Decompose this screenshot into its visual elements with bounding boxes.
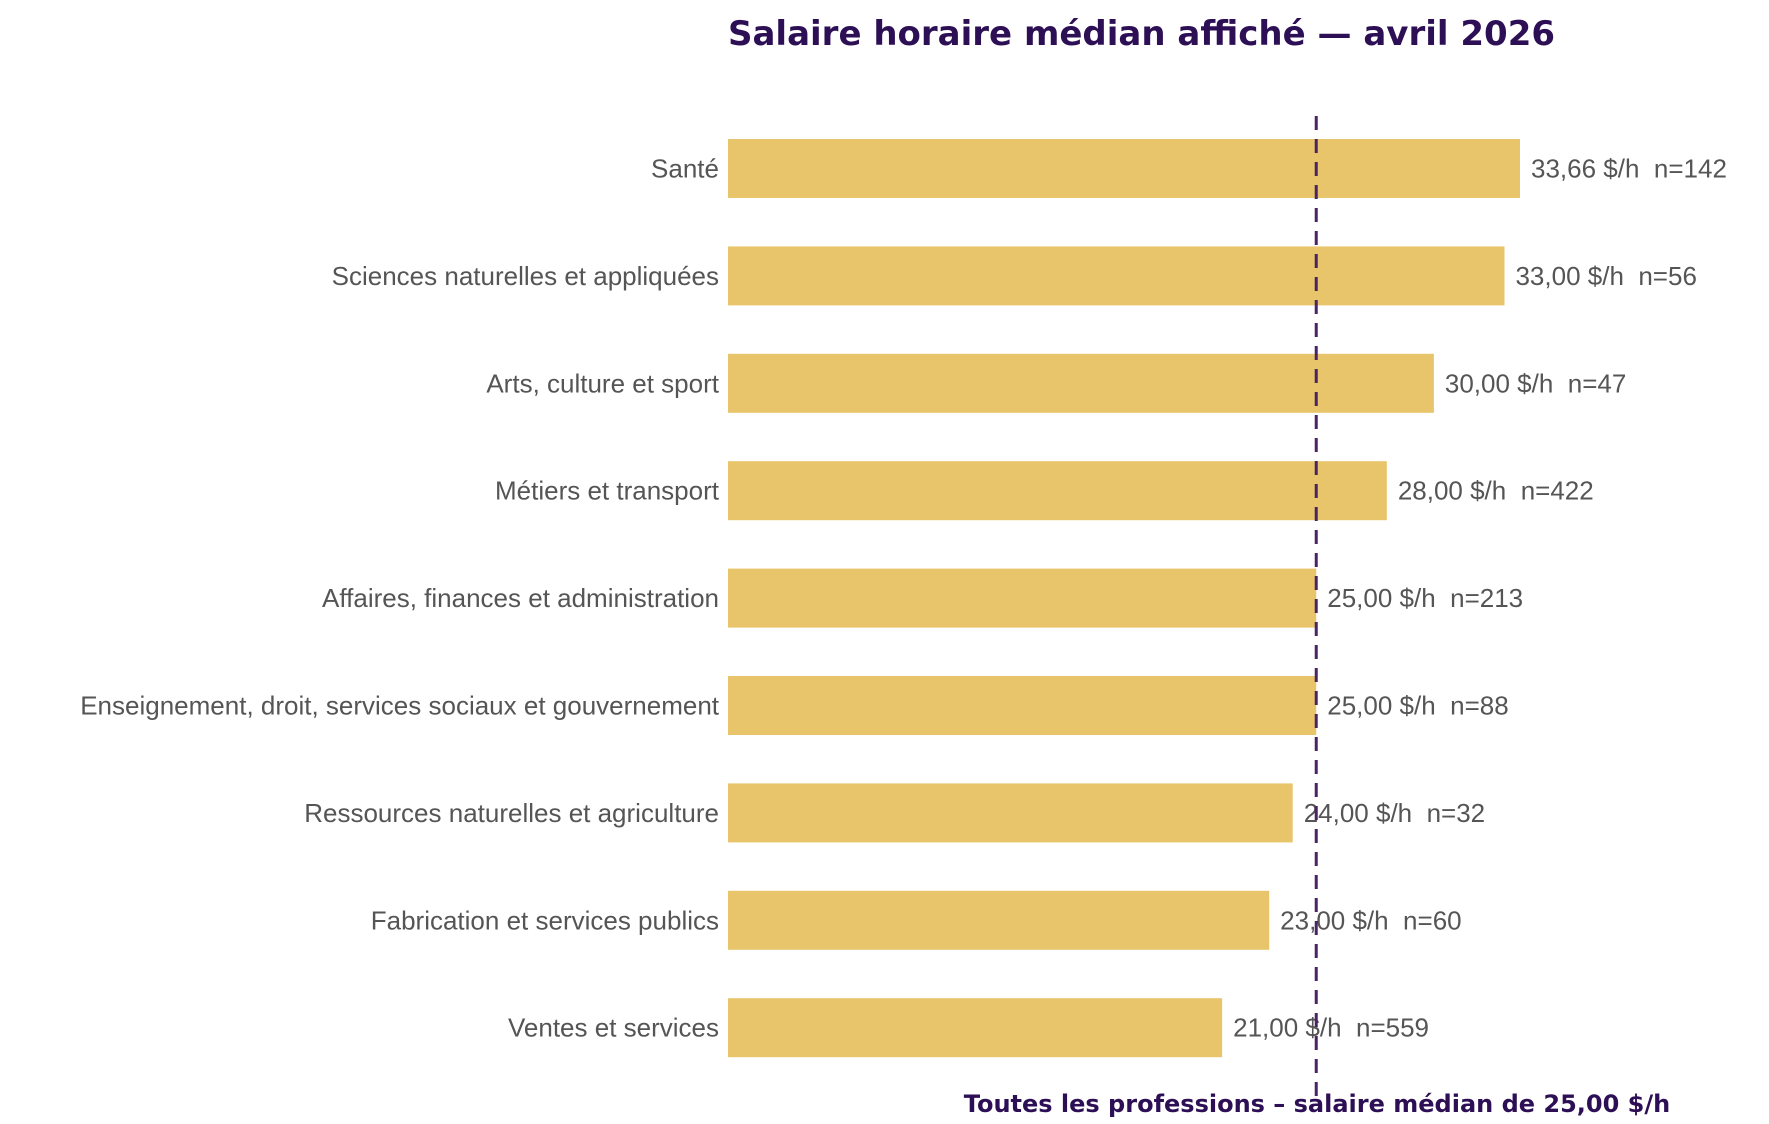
bar [728,246,1505,306]
bar [728,783,1293,843]
category-label: Santé [651,154,719,184]
bar [728,890,1270,950]
value-label: 28,00 $/h n=422 [1398,476,1594,506]
bar [728,676,1317,735]
category-label: Enseignement, droit, services sociaux et… [80,691,720,721]
value-label: 30,00 $/h n=47 [1445,368,1626,398]
value-label: 33,00 $/h n=56 [1515,261,1696,291]
value-label: 33,66 $/h n=142 [1531,154,1727,184]
reference-line-label: Toutes les professions – salaire médian … [964,1090,1670,1118]
bars-group: Santé 33,66 $/h n=142 Sciences naturelles … [80,139,1727,1058]
value-label: 25,00 $/h n=88 [1327,691,1508,721]
category-label: Affaires, finances et administration [322,583,719,613]
value-label: 24,00 $/h n=32 [1304,798,1485,828]
category-label: Arts, culture et sport [486,368,719,398]
value-label: 21,00 $/h n=559 [1233,1013,1429,1043]
chart-title: Salaire horaire médian affiché — avril 2… [728,14,1555,54]
bar [728,139,1520,198]
bar [728,461,1387,521]
category-label: Ventes et services [508,1013,719,1043]
category-label: Ressources naturelles et agriculture [304,798,719,828]
value-label: 23,00 $/h n=60 [1280,905,1461,935]
category-label: Métiers et transport [495,476,720,506]
category-label: Fabrication et services publics [371,905,719,935]
bar [728,998,1223,1058]
value-label: 25,00 $/h n=213 [1327,583,1523,613]
bar [728,353,1434,413]
category-label: Sciences naturelles et appliquées [332,261,719,291]
bar [728,568,1317,628]
